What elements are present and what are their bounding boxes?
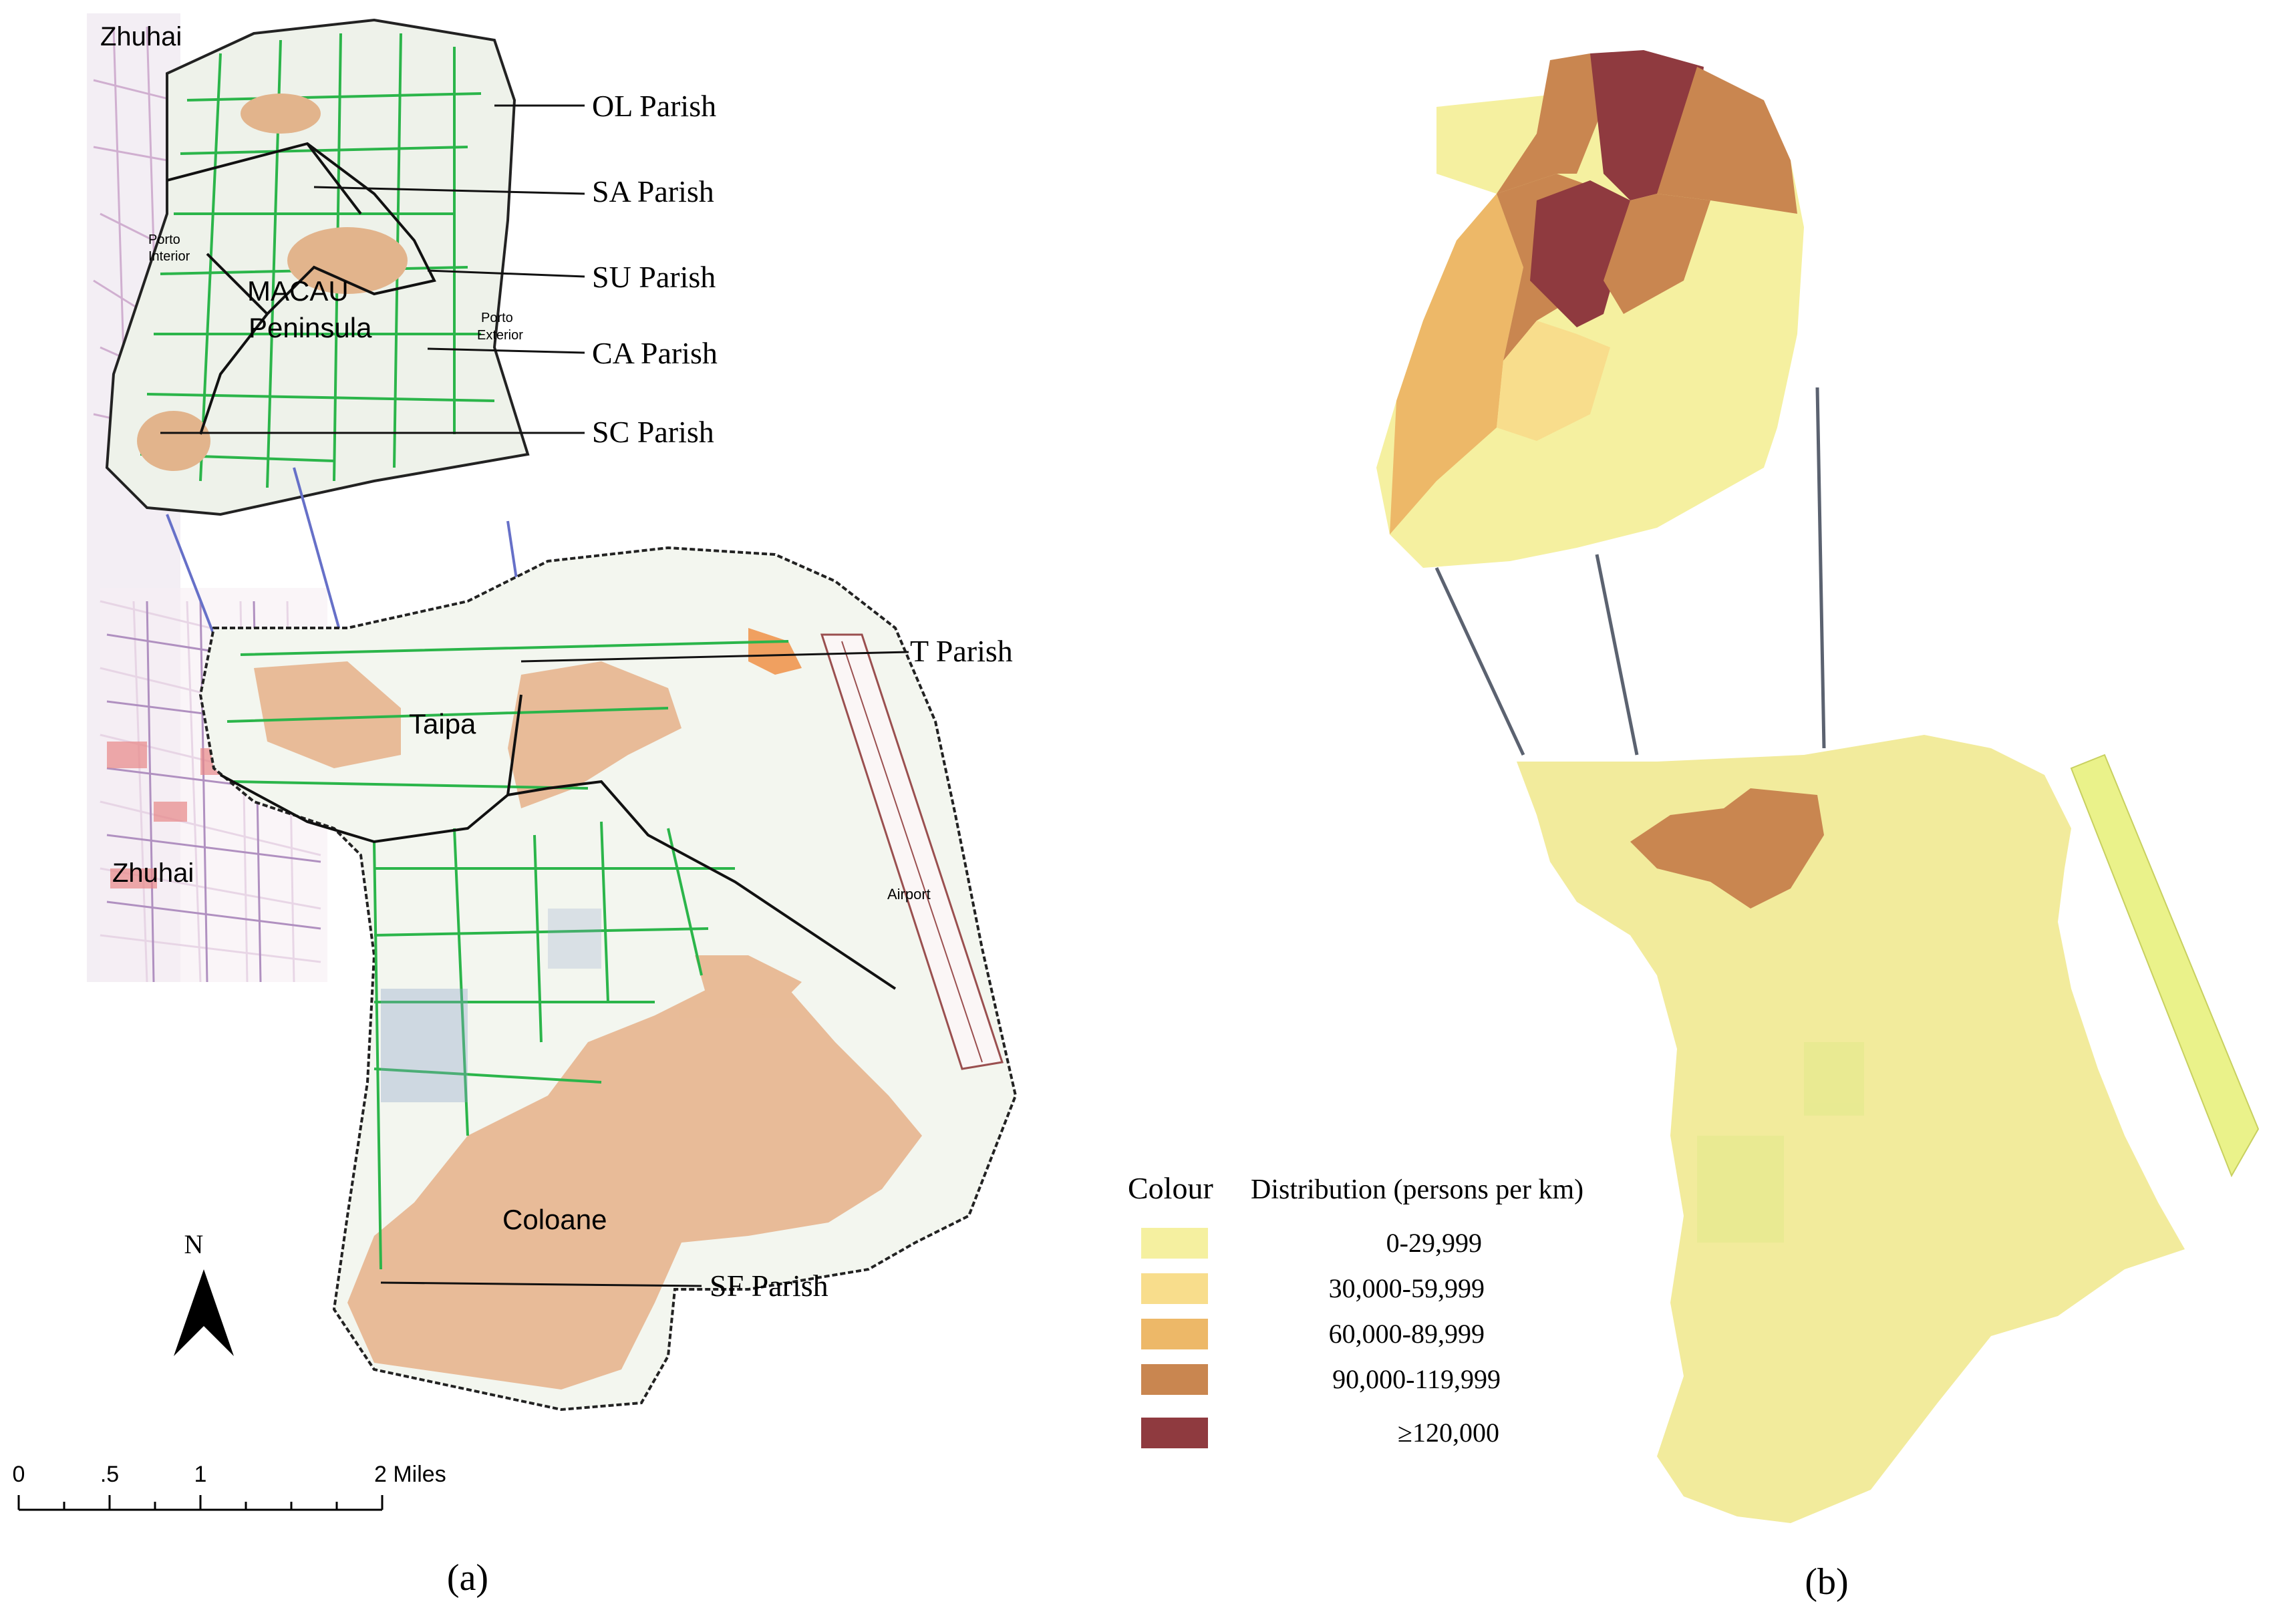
label-coloane: Coloane <box>502 1204 607 1235</box>
legend-swatch-4 <box>1141 1364 1208 1395</box>
place-labels: Zhuhai Zhuhai Porto Interior Porto Exter… <box>100 22 931 1235</box>
caption-b: (b) <box>1805 1561 1848 1603</box>
legend-swatch-2 <box>1141 1273 1208 1304</box>
peninsula-hills <box>137 94 408 471</box>
label-su-parish: SU Parish <box>592 260 716 294</box>
taipa-coloane-hills <box>254 661 922 1390</box>
north-label: N <box>184 1229 204 1259</box>
legend-swatch-5 <box>1141 1418 1208 1448</box>
taipa-high-density-area <box>1630 788 1824 909</box>
peninsula-choropleth <box>1376 50 1804 568</box>
label-porto-interior-1: Porto <box>148 232 180 247</box>
north-arrow: N <box>174 1229 234 1356</box>
label-sf-parish: SF Parish <box>710 1269 828 1303</box>
legend-label-5: ≥120,000 <box>1398 1418 1499 1448</box>
coloane-texture <box>1697 1042 1864 1243</box>
parish-labels: OL Parish SA Parish SU Parish CA Parish … <box>592 89 1013 1303</box>
label-peninsula: Peninsula <box>249 312 372 343</box>
scale-label-2: 2 Miles <box>374 1462 446 1487</box>
scale-label-1: 1 <box>194 1462 207 1487</box>
scale-label-half: .5 <box>100 1462 119 1487</box>
legend-title-colour: Colour <box>1128 1171 1213 1205</box>
legend-label-4: 90,000-119,999 <box>1332 1364 1501 1394</box>
legend-swatch-1 <box>1141 1228 1208 1259</box>
label-sa-parish: SA Parish <box>592 174 714 208</box>
choropleth-bridges <box>1434 387 1826 756</box>
panel-a: Zhuhai Zhuhai Porto Interior Porto Exter… <box>13 13 1018 1599</box>
taipa-parish-boundary <box>220 694 897 990</box>
parish-leader-lines <box>160 104 909 1287</box>
legend-label-1: 0-29,999 <box>1386 1228 1482 1258</box>
label-zhuhai-mid: Zhuhai <box>112 858 194 888</box>
legend: Colour Distribution (persons per km) 0-2… <box>1128 1171 1583 1448</box>
label-sc-parish: SC Parish <box>592 415 714 449</box>
choropleth-runway <box>2070 754 2260 1178</box>
label-taipa: Taipa <box>409 708 476 740</box>
peninsula-parish-boundaries <box>166 142 436 435</box>
label-porto-exterior-1: Porto <box>481 311 513 325</box>
reclaimed-area <box>748 628 802 675</box>
airport-runway <box>820 633 1004 1070</box>
caption-a: (a) <box>447 1557 488 1599</box>
panel-b: Colour Distribution (persons per km) 0-2… <box>1128 50 2260 1603</box>
label-zhuhai-top: Zhuhai <box>100 22 182 51</box>
legend-title-distribution: Distribution (persons per km) <box>1251 1174 1583 1205</box>
label-airport: Airport <box>887 886 931 903</box>
taipa-coloane-choropleth <box>1517 735 2185 1523</box>
label-ca-parish: CA Parish <box>592 336 718 370</box>
label-ol-parish: OL Parish <box>592 89 716 123</box>
label-macau: MACAU <box>247 275 349 307</box>
peninsula-inset-frame <box>106 453 528 516</box>
label-porto-exterior-2: Exterior <box>477 328 523 343</box>
zhuhai-blocks <box>107 742 227 888</box>
reservoirs <box>381 909 601 1102</box>
legend-label-2: 30,000-59,999 <box>1329 1273 1485 1303</box>
scale-bar: 0 .5 1 2 Miles <box>13 1462 446 1511</box>
scale-label-0: 0 <box>13 1462 25 1487</box>
label-porto-interior-2: Interior <box>148 249 190 264</box>
north-arrow-icon <box>174 1269 234 1356</box>
legend-swatch-3 <box>1141 1319 1208 1349</box>
taipa-coloane-streets <box>226 640 789 1270</box>
legend-label-3: 60,000-89,999 <box>1329 1319 1485 1349</box>
label-t-parish: T Parish <box>910 634 1013 668</box>
